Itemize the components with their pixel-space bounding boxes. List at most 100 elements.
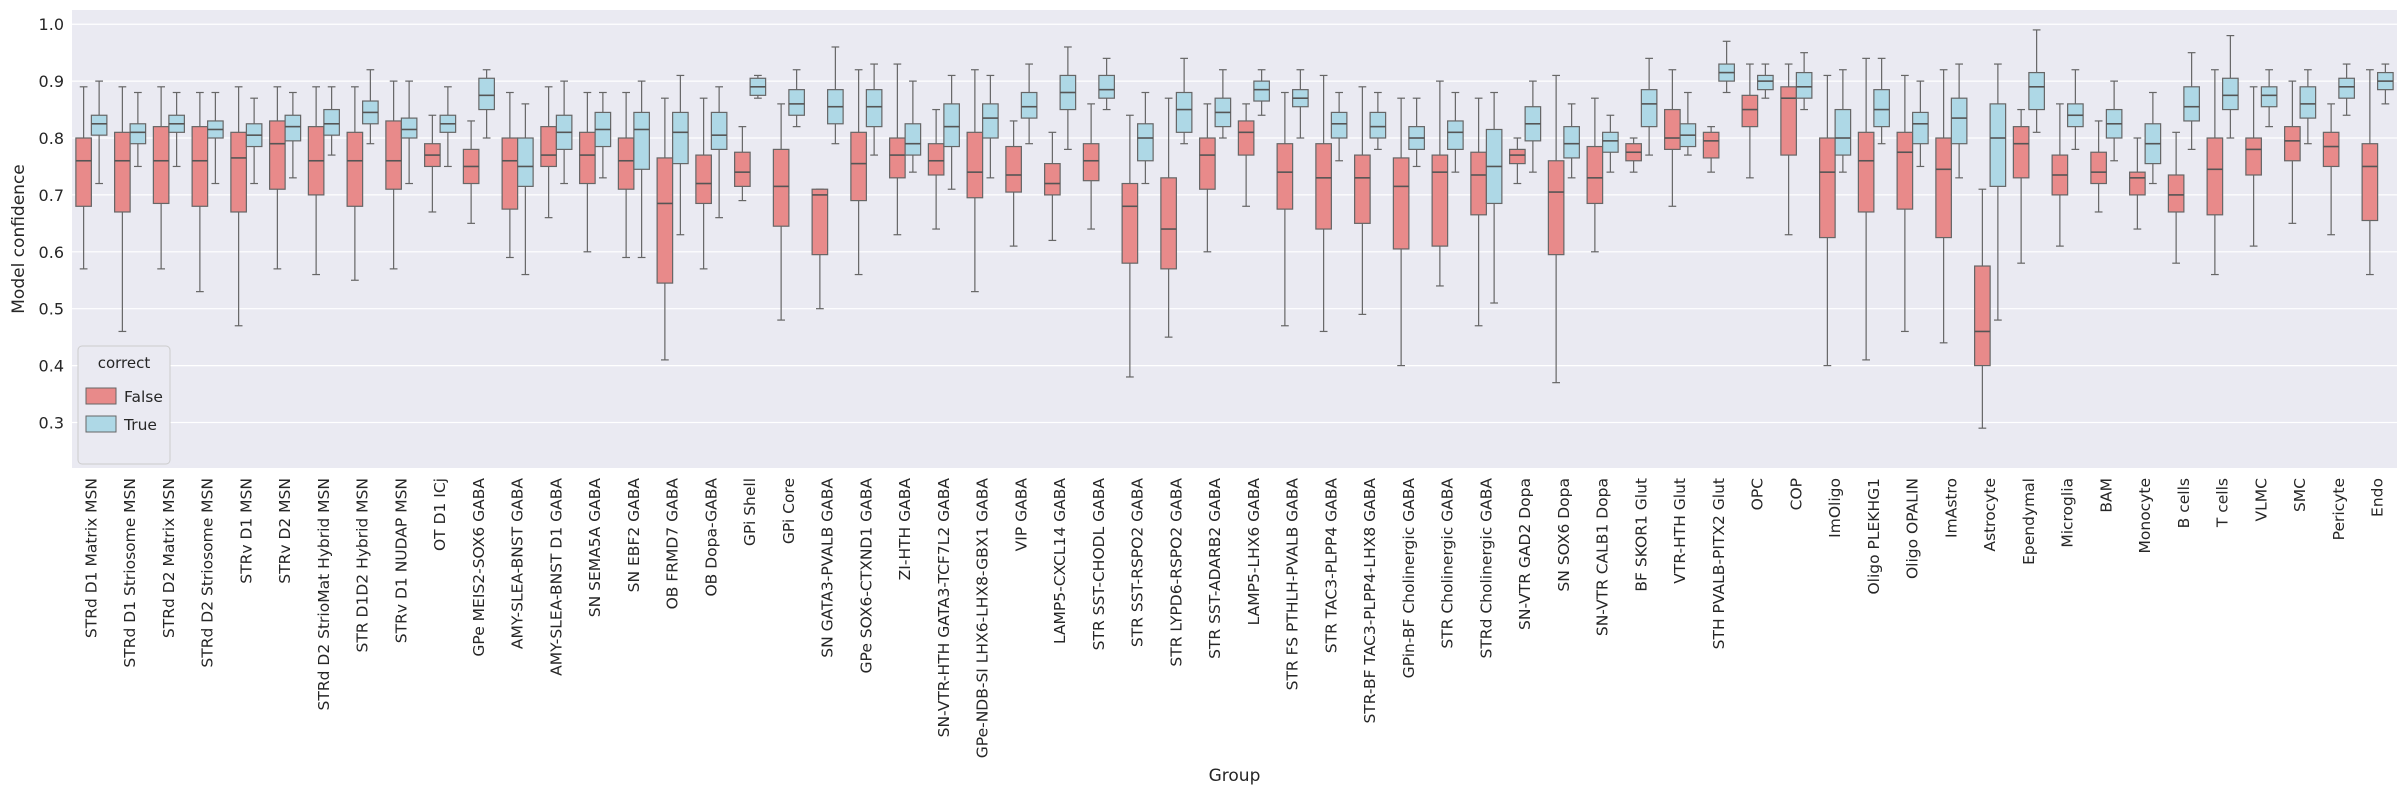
x-tick-label: AMY-SLEA-BNST D1 GABA [547,478,565,676]
box-true [710,111,728,150]
category-group [1160,57,1193,338]
box-false [1547,160,1565,256]
category-group [695,86,728,270]
gridlines [72,23,2397,424]
x-tick-label: STR FS PTHLH-PVALB GABA [1284,478,1302,691]
box-true [1834,108,1852,156]
box-true [517,137,534,187]
category-group [2322,63,2355,236]
box-true [1757,74,1774,91]
x-tick-label: Ependymal [2020,478,2038,565]
x-tick-label: STRv D1 MSN [237,478,255,584]
x-tick-label: STR SST-ADARB2 GABA [1206,478,1224,659]
category-group [540,80,573,219]
x-tick-label: BAM [2097,478,2115,513]
x-tick-label: SMC [2291,478,2309,512]
box-false [889,137,906,179]
x-tick-label: BF SKOR1 Glut [1632,478,1650,592]
category-group [2361,63,2394,276]
category-group [2051,69,2084,247]
category-group [579,91,612,253]
x-tick-label: OB FRMD7 GABA [664,478,682,610]
category-group [1547,74,1580,384]
legend-swatch [85,415,117,433]
category-group [1586,97,1619,253]
x-tick-label: Microglia [2059,478,2077,548]
box-true [1020,91,1038,119]
y-axis-label: Model confidence [9,164,29,314]
box-true [1989,103,2007,187]
box-false [1276,143,1294,210]
box-false [1857,131,1875,213]
legend-swatch [85,387,117,405]
category-group [1005,63,1038,247]
box-false [1082,143,1100,182]
box-false [1005,145,1022,193]
y-tick-label: 0.5 [39,300,64,319]
x-tick-label: STRd D2 Striosome MSN [199,478,217,668]
category-group [850,63,883,276]
x-tick-label: STR SST-CHODL GABA [1090,478,1108,651]
box-true [1330,111,1348,139]
box-false [966,131,984,199]
category-group [1857,57,1890,361]
x-tick-label: SN GATA3-PVALB GABA [819,478,837,658]
box-false [191,126,209,207]
box-false [2206,137,2224,216]
x-tick-label: B cells [2175,478,2193,528]
box-false [811,188,829,256]
box-false [2167,174,2185,213]
category-group [1935,63,1968,344]
category-group [424,86,457,213]
box-true [90,114,108,136]
x-tick-label: GPi Core [780,478,798,544]
box-true [1602,131,1619,153]
x-tick-label: LAMP5-LHX6 GABA [1245,478,1263,626]
box-true [1098,74,1115,99]
box-false [1044,163,1061,196]
box-false [540,126,557,168]
box-false [230,131,247,213]
y-tick-label: 0.3 [39,413,64,432]
x-tick-label: GPe MEIS2-SOX6 GABA [470,478,488,657]
category-group [2206,35,2239,276]
y-tick-label: 1.0 [39,15,64,34]
x-tick-label: STR D1D2 Hybrid MSN [354,478,372,652]
x-tick-label: STR Cholinergic GABA [1439,478,1457,649]
box-true [633,111,650,170]
x-tick-label: ImAstro [1942,478,1960,538]
x-tick-label: STH PVALB-PITX2 Glut [1710,478,1728,649]
box-false [1586,145,1604,205]
box-true [865,89,883,128]
x-tick-label: STRv D1 NUDAP MSN [392,478,410,643]
box-true [1369,111,1387,139]
legend-frame [77,345,171,465]
category-group [75,80,108,270]
x-tick-label: SN SEMA5A GABA [586,478,604,618]
category-group [2129,91,2162,230]
box-false [2322,131,2340,168]
category-group [1974,63,2007,429]
x-tick-label: OPC [1749,478,1767,510]
category-group [230,86,263,327]
x-tick-label: VLMC [2252,478,2270,521]
box-true [1563,126,1580,159]
x-tick-label: GPe SOX6-CTXND1 GABA [857,478,875,674]
category-group [1276,69,1309,327]
y-tick-label: 0.4 [39,357,64,376]
category-group [346,69,379,281]
box-false [75,137,92,207]
x-tick-label: STRd D1 Matrix MSN [82,478,100,638]
x-tick-label: STR LYPD6-RSPO2 GABA [1167,478,1185,667]
category-group [1741,63,1774,179]
x-tick-label: T cells [2214,478,2232,528]
box-false [1470,151,1487,216]
category-group [1082,57,1115,230]
category-group [2012,29,2045,264]
boxes-layer [75,29,2394,429]
box-false [1741,94,1759,128]
box-true [400,117,418,139]
x-tick-label: OB Dopa-GABA [702,478,720,597]
category-group [114,86,147,333]
legend-title: correct [98,354,151,372]
